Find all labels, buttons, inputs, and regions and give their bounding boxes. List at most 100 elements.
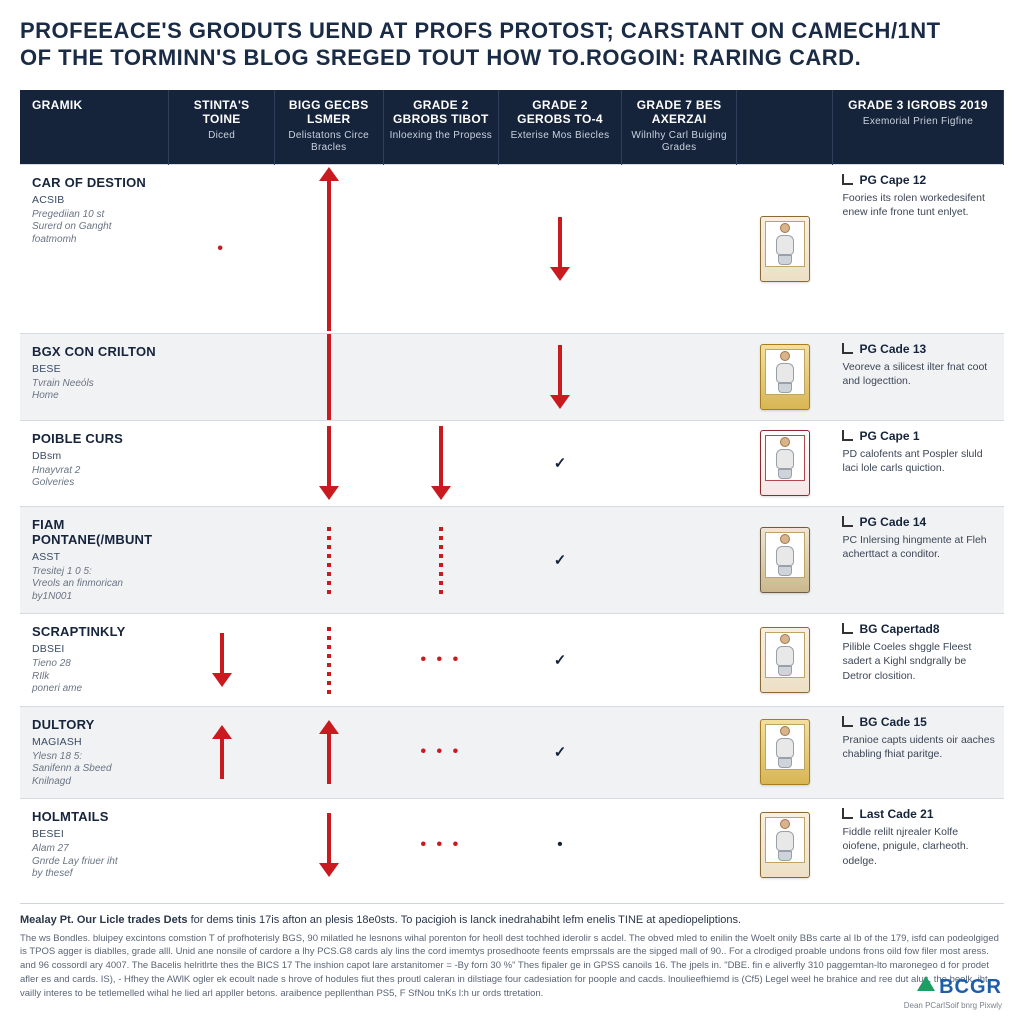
row-tag: DBsm: [32, 450, 161, 462]
brand-tagline: Dean PCarlSoif bnrg Pixwly: [904, 1001, 1002, 1010]
note-head: PG Cade 13: [842, 342, 995, 356]
cell: [274, 506, 383, 614]
table-row: DULTORYMAGIASHYlesn 18 5:Sanifenn a Sbee…: [20, 706, 1004, 799]
note-cell: BG Cade 15Pranioe capts uidents oir aach…: [832, 706, 1003, 799]
table-body: CAR OF DESTIONACSIBPregediian 10 stSurer…: [20, 164, 1004, 891]
table-row: FIAM PONTANE(/MBUNT ASST Tresitej 1 0 5:Vr…: [20, 506, 1004, 614]
check-icon: ✓: [554, 552, 567, 569]
row-desc: Tvrain NeeόlsHome: [32, 378, 161, 403]
note-body: PC Inlersing hingmente at Fleh acherttac…: [842, 533, 995, 561]
note-body: Pilible Coeles shggle Fleest sadert a Ki…: [842, 640, 995, 683]
cell: [499, 164, 622, 333]
red-dots: • • •: [420, 836, 461, 853]
note-cell: PG Cade 13Veoreve a silicest ilter fnat …: [832, 333, 1003, 420]
cell: ✓: [499, 614, 622, 707]
cell: [621, 614, 737, 707]
col-header-5: GRADE 7 BES AXERZAIWilnlhy Carl Buiging …: [621, 90, 737, 165]
footnote-lead: Mealay Pt. Our Licle trades Dets for dem…: [20, 914, 1004, 926]
note-body: Foories its rolen workedesifent enew inf…: [842, 191, 995, 219]
note-cell: PG Cape 1 PD calofents ant Pospler sluld …: [832, 420, 1003, 506]
cell: • • •: [383, 799, 499, 891]
note-cell: BG Capertad8 Pilible Coeles shggle Fleest…: [832, 614, 1003, 707]
check-icon: ✓: [554, 455, 567, 472]
page-headline: PROFEEACE'S GRODUTS UEND AT PROFS PROTOS…: [20, 18, 1004, 72]
cell: [621, 333, 737, 420]
cell: [274, 420, 383, 506]
bullet-icon: •: [557, 836, 563, 853]
row-desc: Tresitej 1 0 5:Vreols an finmoricanby1N0…: [32, 566, 161, 604]
table-row: HOLMTAILS BESEI Alam 27Gnrde Lay friuer ih…: [20, 799, 1004, 891]
row-tag: ASST: [32, 551, 161, 563]
cell: [274, 333, 383, 420]
cell: [737, 333, 833, 420]
table-header: GRAMIKSTINTA'S TOINEDicedBIGG GECBS LSME…: [20, 90, 1004, 165]
cell: [274, 164, 383, 333]
row-label: HOLMTAILS BESEI Alam 27Gnrde Lay friuer ih…: [20, 799, 169, 891]
cell: • • •: [383, 706, 499, 799]
cell: ✓: [499, 420, 622, 506]
note-body: PD calofents ant Pospler sluld laci lole…: [842, 447, 995, 475]
row-tag: BESEI: [32, 828, 161, 840]
note-cell: Last Cade 21Fiddle relilt njrealer Kolfe…: [832, 799, 1003, 891]
cell: [621, 164, 737, 333]
brand-mark: BCGR Dean PCarlSoif bnrg Pixwly: [904, 976, 1002, 1010]
table-row: POIBLE CURS DBsm Hnayvrat 2Golveries ✓ PG …: [20, 420, 1004, 506]
brand-logo: BCGR: [904, 976, 1002, 999]
col-header-4: GRADE 2 GEROBS TO-4Exterise Mos Biecles: [499, 90, 622, 165]
card-thumbnail: [760, 627, 810, 693]
row-label: SCRAPTINKLYDBSEITieno 28RIlkponeri ame: [20, 614, 169, 707]
row-title: POIBLE CURS: [32, 431, 161, 446]
row-desc: Hnayvrat 2Golveries: [32, 465, 161, 490]
col-header-1: STINTA'S TOINEDiced: [169, 90, 275, 165]
note-cell: PG Cade 14 PC Inlersing hingmente at Fleh…: [832, 506, 1003, 614]
headline-line-2: OF THE TORMINN'S BLOG SREGED TOUT HOW TO…: [20, 45, 861, 70]
col-header-0: GRAMIK: [20, 90, 169, 165]
table-row: CAR OF DESTIONACSIBPregediian 10 stSurer…: [20, 164, 1004, 333]
card-thumbnail: [760, 812, 810, 878]
cell: [737, 506, 833, 614]
note-cell: PG Cape 12Foories its rolen workedesifen…: [832, 164, 1003, 333]
card-thumbnail: [760, 527, 810, 593]
cell: [169, 799, 275, 891]
row-label: BGX CON CRILTON BESE Tvrain NeeόlsHome: [20, 333, 169, 420]
cell: [621, 706, 737, 799]
cell: •: [169, 164, 275, 333]
row-desc: Tieno 28RIlkponeri ame: [32, 658, 161, 696]
note-head: BG Capertad8: [842, 622, 995, 636]
note-head: PG Cade 14: [842, 515, 995, 529]
row-title: FIAM PONTANE(/MBUNT: [32, 517, 161, 547]
grading-table: GRAMIKSTINTA'S TOINEDicedBIGG GECBS LSME…: [20, 90, 1004, 891]
row-label: DULTORYMAGIASHYlesn 18 5:Sanifenn a Sbee…: [20, 706, 169, 799]
cell: [169, 420, 275, 506]
row-title: HOLMTAILS: [32, 809, 161, 824]
col-header-3: GRADE 2 GBROBS TIBOTInloexing the Propes…: [383, 90, 499, 165]
note-body: Pranioe capts uidents oir aaches chablin…: [842, 733, 995, 761]
row-title: SCRAPTINKLY: [32, 624, 161, 639]
check-icon: ✓: [554, 744, 567, 761]
red-dots: • • •: [420, 651, 461, 668]
note-head: PG Cape 1: [842, 429, 995, 443]
cell: [169, 614, 275, 707]
row-desc: Alam 27Gnrde Lay friuer ihtby thesef: [32, 843, 161, 881]
cell: [383, 333, 499, 420]
cell: [383, 420, 499, 506]
cell: [169, 333, 275, 420]
cell: [169, 706, 275, 799]
red-dot: •: [217, 240, 226, 257]
cell: [383, 506, 499, 614]
footnote-lead-bold: Mealay Pt. Our Licle trades Dets: [20, 914, 188, 926]
row-label: POIBLE CURS DBsm Hnayvrat 2Golveries: [20, 420, 169, 506]
cell: [499, 333, 622, 420]
card-thumbnail: [760, 216, 810, 282]
cell: ✓: [499, 506, 622, 614]
row-title: BGX CON CRILTON: [32, 344, 161, 359]
cell: [169, 506, 275, 614]
row-label: FIAM PONTANE(/MBUNT ASST Tresitej 1 0 5:Vr…: [20, 506, 169, 614]
col-header-2: BIGG GECBS LSMERDelistatons Circe Bracle…: [274, 90, 383, 165]
row-tag: ACSIB: [32, 194, 161, 206]
brand-text: BCGR: [939, 976, 1002, 998]
table-row: BGX CON CRILTON BESE Tvrain NeeόlsHome PG …: [20, 333, 1004, 420]
row-tag: BESE: [32, 363, 161, 375]
card-thumbnail: [760, 430, 810, 496]
note-body: Fiddle relilt njrealer Kolfe oiofene, pn…: [842, 825, 995, 868]
